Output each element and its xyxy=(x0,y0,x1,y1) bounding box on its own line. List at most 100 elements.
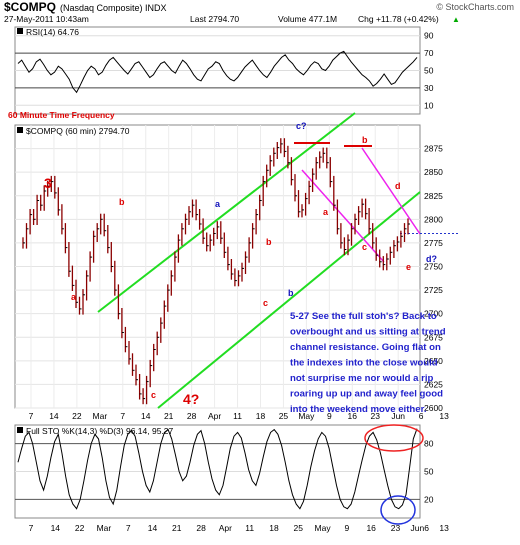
price-tick-label: 2825 xyxy=(424,191,443,201)
commentary-line: the indexes into the close would xyxy=(290,358,438,369)
rsi-tick-label: 50 xyxy=(424,66,434,76)
stoch-x-tick-label: 13 xyxy=(439,523,449,533)
price-x-tick-label: 14 xyxy=(141,411,151,421)
price-x-tick-label: 7 xyxy=(29,411,34,421)
wedge-lower-line xyxy=(301,169,385,263)
price-tick-label: 2850 xyxy=(424,167,443,177)
wave-label-c2: c xyxy=(263,298,268,308)
header-volume: Volume 477.1M xyxy=(278,14,337,24)
stoch-x-tick-label: May xyxy=(315,523,332,533)
price-x-tick-label: 6 xyxy=(419,411,424,421)
commentary-line: not surprise me nor would a rip xyxy=(290,373,434,384)
stoch-legend-swatch xyxy=(17,427,23,433)
price-tick-label: 2675 xyxy=(424,332,443,342)
stoch-x-tick-label: 16 xyxy=(366,523,376,533)
commentary-line: overbought and us sitting at trend xyxy=(290,327,446,338)
price-x-tick-label: Apr xyxy=(208,411,221,421)
wave-label-b3: b xyxy=(362,135,368,145)
price-tick-label: 2750 xyxy=(424,262,443,272)
rsi-axis: 90 70 50 30 10 xyxy=(424,31,434,111)
price-tick-label: 2725 xyxy=(424,285,443,295)
stoch-x-axis: 7 14 22 Mar 7 14 21 28 Apr 11 18 25 May 9 16 23 Jun6 13 xyxy=(29,523,449,533)
stoch-x-tick-label: 23 xyxy=(391,523,401,533)
wave-label-3: 3 xyxy=(44,175,52,191)
price-bars xyxy=(22,138,410,405)
stoch-x-tick-label: 18 xyxy=(269,523,279,533)
price-x-tick-label: May xyxy=(298,411,315,421)
wave-label-b1: b xyxy=(119,197,125,207)
wave-label-b2: b xyxy=(266,237,272,247)
wave-label-d: d xyxy=(395,181,401,191)
price-tick-label: 2775 xyxy=(424,238,443,248)
price-legend-swatch xyxy=(17,127,23,133)
price-x-tick-label: 18 xyxy=(256,411,266,421)
channel-lower-line xyxy=(157,191,421,409)
wave-label-a1: a xyxy=(71,292,77,302)
stoch-x-tick-label: 7 xyxy=(126,523,131,533)
wave-label-c-top: c? xyxy=(296,121,307,131)
stoch-x-tick-label: 14 xyxy=(148,523,158,533)
channel-upper-line xyxy=(97,112,356,313)
commentary-line: channel resistance. Going flat on xyxy=(290,342,441,353)
price-x-tick-label: 13 xyxy=(439,411,449,421)
stoch-label: Full STO %K(14,3) %D(3) 96.14, 95.27 xyxy=(26,426,174,436)
price-tick-label: 2800 xyxy=(424,214,443,224)
stoch-x-tick-label: 9 xyxy=(345,523,350,533)
stoch-x-tick-label: Apr xyxy=(219,523,232,533)
rsi-grid xyxy=(15,35,420,106)
oversold-circle xyxy=(380,495,416,525)
header-date: 27-May-2011 10:43am xyxy=(4,14,89,24)
price-tick-label: 2875 xyxy=(424,144,443,154)
rsi-tick-label: 90 xyxy=(424,31,434,41)
wave-label-a2: a xyxy=(215,199,221,209)
wave-label-c1: c xyxy=(151,390,156,400)
commentary-line: 5-27 See the full stoh's? Back to xyxy=(290,311,437,322)
stoch-tick-label: 80 xyxy=(424,439,434,449)
stoch-line xyxy=(17,428,418,510)
wave-label-c3: c xyxy=(362,242,367,252)
price-x-tick-label: 28 xyxy=(187,411,197,421)
rsi-label: RSI(14) 64.76 xyxy=(26,27,79,37)
price-x-tick-label: 14 xyxy=(49,411,59,421)
commentary-line: into the weekend move either. xyxy=(290,404,426,415)
price-title: $COMPQ (60 min) 2794.70 xyxy=(26,126,130,136)
price-tick-label: 2650 xyxy=(424,356,443,366)
watermark: © StockCharts.com xyxy=(436,2,514,12)
stoch-x-tick-label: Mar xyxy=(97,523,112,533)
rsi-tick-label: 30 xyxy=(424,83,434,93)
price-x-tick-label: 7 xyxy=(120,411,125,421)
wave-label-4: 4? xyxy=(183,391,199,407)
price-x-tick-label: 25 xyxy=(279,411,289,421)
stoch-x-tick-label: 22 xyxy=(75,523,85,533)
price-tick-label: 2625 xyxy=(424,379,443,389)
price-x-tick-label: 21 xyxy=(164,411,174,421)
price-tick-label: 2700 xyxy=(424,309,443,319)
symbol-title: $COMPQ xyxy=(4,0,56,14)
header-change: Chg +11.78 (+0.42%) xyxy=(358,14,439,24)
wave-label-b-blue: b xyxy=(288,288,294,298)
header-last: Last 2794.70 xyxy=(190,14,239,24)
stoch-x-tick-label: 21 xyxy=(172,523,182,533)
timeframe-label: 60 Minute Time Frequency xyxy=(8,110,115,120)
stoch-x-tick-label: Jun6 xyxy=(411,523,430,533)
price-x-tick-label: 22 xyxy=(72,411,82,421)
price-x-tick-label: 23 xyxy=(370,411,380,421)
rsi-legend-swatch xyxy=(17,28,23,34)
wedge-upper-line xyxy=(361,147,421,235)
overbought-circle xyxy=(364,424,424,452)
price-x-tick-label: 16 xyxy=(348,411,358,421)
wave-label-e: e xyxy=(406,262,411,272)
price-x-tick-label: 11 xyxy=(233,411,242,421)
price-tick-label: 2600 xyxy=(424,403,443,413)
stoch-x-tick-label: 7 xyxy=(29,523,34,533)
index-name: (Nasdaq Composite) INDX xyxy=(60,3,167,13)
stoch-tick-label: 50 xyxy=(424,467,434,477)
stoch-x-tick-label: 25 xyxy=(294,523,304,533)
stoch-x-tick-label: 28 xyxy=(196,523,206,533)
wave-label-a3: a xyxy=(323,207,329,217)
commentary-line: roaring up up and away feel good xyxy=(290,389,443,400)
stoch-x-tick-label: 11 xyxy=(245,523,254,533)
price-x-tick-label: Mar xyxy=(93,411,108,421)
